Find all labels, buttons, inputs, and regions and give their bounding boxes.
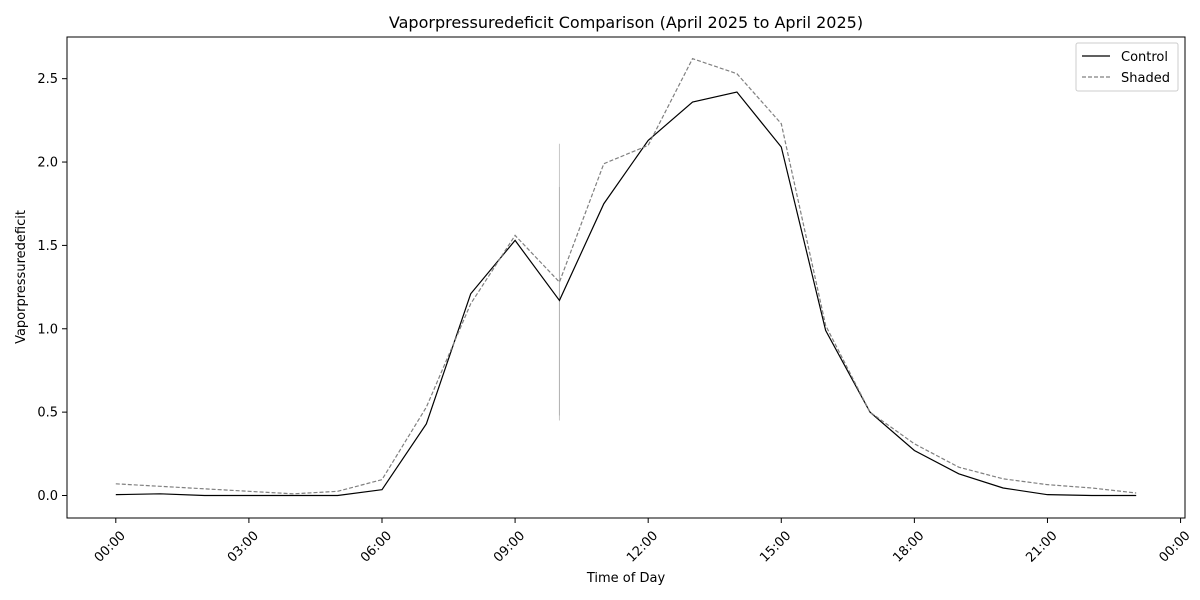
y-tick-label: 1.5 xyxy=(37,239,58,254)
y-axis-label: Vaporpressuredeficit xyxy=(14,210,29,344)
legend-label-control: Control xyxy=(1121,50,1168,65)
x-axis-label: Time of Day xyxy=(586,571,666,586)
chart-title: Vaporpressuredeficit Comparison (April 2… xyxy=(389,13,863,32)
plot-frame xyxy=(66,36,1186,519)
series-line-shaded xyxy=(115,57,1137,495)
y-tick-label: 0.0 xyxy=(37,489,58,504)
y-tick-label: 0.5 xyxy=(37,406,58,421)
y-axis: 0.0 0.5 1.0 1.5 2.0 2.5 xyxy=(37,72,67,504)
legend-box xyxy=(1075,42,1179,92)
series-line-control xyxy=(115,91,1137,497)
plot-area xyxy=(66,36,1186,519)
y-tick-label: 2.5 xyxy=(37,72,58,87)
legend: Control Shaded xyxy=(1075,42,1179,92)
legend-label-shaded: Shaded xyxy=(1121,71,1170,86)
series-lines xyxy=(115,57,1137,497)
y-tick-label: 1.0 xyxy=(37,322,58,337)
y-tick-label: 2.0 xyxy=(37,156,58,171)
